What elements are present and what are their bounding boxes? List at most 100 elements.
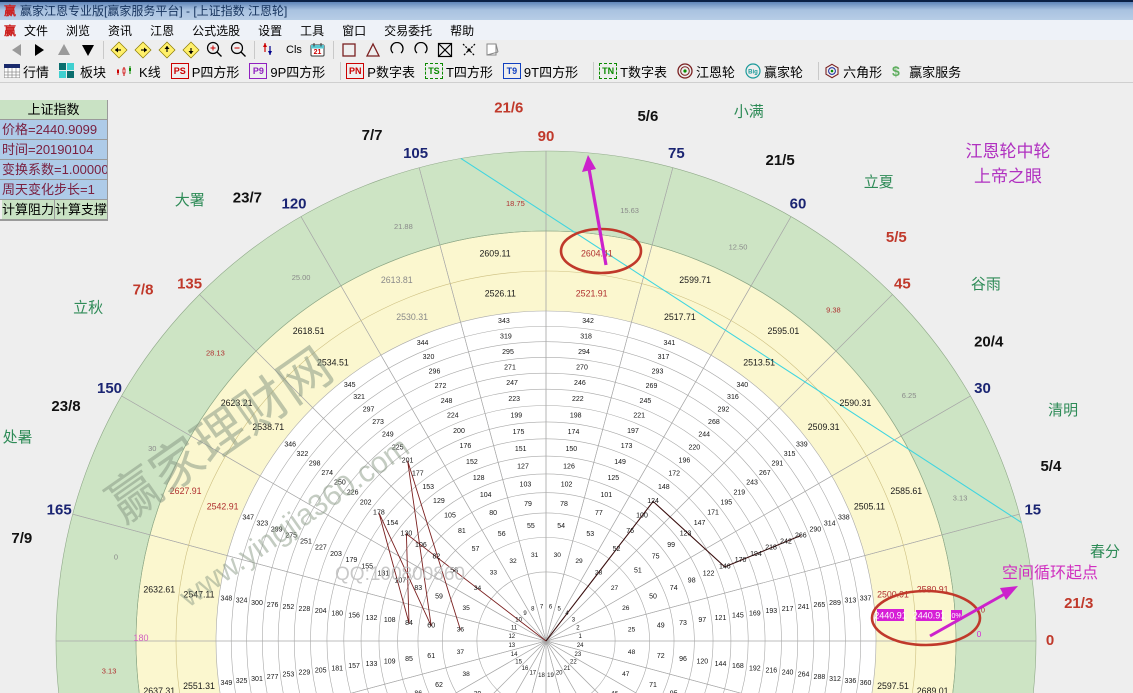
- svg-text:120: 120: [696, 658, 708, 665]
- svg-text:277: 277: [267, 674, 279, 681]
- svg-text:295: 295: [502, 349, 514, 356]
- svg-text:谷雨: 谷雨: [971, 276, 1001, 293]
- svg-text:248: 248: [441, 398, 453, 405]
- svg-text:81: 81: [458, 528, 466, 535]
- svg-text:345: 345: [344, 382, 356, 389]
- svg-text:35: 35: [463, 605, 471, 612]
- svg-text:273: 273: [372, 419, 384, 426]
- svg-text:21/6: 21/6: [494, 100, 523, 116]
- svg-text:清明: 清明: [1048, 402, 1078, 419]
- svg-text:2509.31: 2509.31: [808, 422, 840, 432]
- svg-text:193: 193: [765, 608, 777, 615]
- svg-text:21/3: 21/3: [1064, 595, 1093, 612]
- svg-text:61: 61: [427, 653, 435, 660]
- svg-text:346: 346: [284, 442, 296, 449]
- svg-text:6.25: 6.25: [902, 391, 917, 400]
- svg-text:56: 56: [498, 531, 506, 538]
- svg-text:18: 18: [538, 673, 545, 679]
- svg-text:48: 48: [628, 649, 636, 656]
- svg-text:222: 222: [572, 396, 584, 403]
- svg-text:289: 289: [829, 600, 841, 607]
- svg-text:97: 97: [698, 617, 706, 624]
- svg-text:34: 34: [474, 585, 482, 592]
- svg-text:293: 293: [652, 369, 664, 376]
- svg-text:150: 150: [565, 446, 577, 453]
- svg-text:12.50: 12.50: [729, 242, 748, 251]
- svg-text:324: 324: [236, 598, 248, 605]
- svg-text:96: 96: [679, 656, 687, 663]
- svg-text:125: 125: [607, 475, 619, 482]
- svg-text:228: 228: [299, 606, 311, 613]
- svg-text:7/8: 7/8: [133, 282, 154, 299]
- svg-text:243: 243: [746, 480, 758, 487]
- svg-text:23/8: 23/8: [51, 398, 80, 415]
- svg-text:129: 129: [433, 498, 445, 505]
- svg-text:338: 338: [838, 514, 850, 521]
- svg-text:168: 168: [732, 663, 744, 670]
- svg-text:173: 173: [621, 443, 633, 450]
- svg-text:2585.61: 2585.61: [890, 486, 922, 496]
- svg-text:180: 180: [331, 610, 343, 617]
- svg-text:15.63: 15.63: [620, 206, 639, 215]
- svg-text:156: 156: [348, 613, 360, 620]
- svg-text:199: 199: [510, 413, 522, 420]
- svg-text:31: 31: [531, 552, 539, 559]
- svg-text:78: 78: [560, 501, 568, 508]
- svg-text:2618.51: 2618.51: [293, 326, 325, 336]
- svg-text:322: 322: [297, 451, 309, 458]
- svg-text:266: 266: [795, 532, 807, 539]
- svg-text:2500.91: 2500.91: [877, 590, 909, 600]
- svg-text:196: 196: [679, 458, 691, 465]
- svg-text:22: 22: [570, 660, 577, 666]
- svg-text:144: 144: [715, 661, 727, 668]
- svg-text:339: 339: [796, 442, 808, 449]
- svg-text:26: 26: [622, 605, 630, 612]
- svg-text:128: 128: [473, 475, 485, 482]
- svg-text:0: 0: [1046, 632, 1054, 649]
- svg-text:19: 19: [547, 673, 554, 679]
- svg-text:104: 104: [480, 492, 492, 499]
- svg-text:223: 223: [508, 396, 520, 403]
- svg-text:106: 106: [415, 542, 427, 549]
- svg-text:224: 224: [447, 413, 459, 420]
- svg-text:2505.11: 2505.11: [854, 501, 885, 511]
- svg-text:99: 99: [667, 542, 675, 549]
- svg-text:79: 79: [524, 501, 532, 508]
- svg-text:52: 52: [613, 546, 621, 553]
- svg-text:33: 33: [490, 569, 498, 576]
- svg-text:276: 276: [267, 602, 279, 609]
- svg-text:297: 297: [363, 407, 375, 414]
- svg-text:103: 103: [520, 482, 532, 489]
- svg-text:51: 51: [634, 567, 642, 574]
- svg-text:340: 340: [736, 382, 748, 389]
- svg-text:5/5: 5/5: [886, 229, 907, 246]
- svg-text:203: 203: [330, 551, 342, 558]
- svg-text:60: 60: [427, 623, 435, 630]
- svg-text:341: 341: [664, 340, 676, 347]
- svg-text:265: 265: [814, 602, 826, 609]
- svg-text:立秋: 立秋: [73, 299, 103, 316]
- svg-text:296: 296: [429, 369, 441, 376]
- svg-text:47: 47: [622, 671, 630, 678]
- svg-text:109: 109: [384, 658, 396, 665]
- svg-text:300: 300: [251, 600, 263, 607]
- svg-text:120: 120: [281, 195, 306, 212]
- svg-text:2551.31: 2551.31: [183, 681, 215, 691]
- svg-text:2637.31: 2637.31: [143, 686, 175, 693]
- svg-text:2517.71: 2517.71: [664, 312, 696, 322]
- svg-text:247: 247: [506, 380, 518, 387]
- svg-text:102: 102: [561, 482, 573, 489]
- svg-text:100: 100: [636, 513, 648, 520]
- svg-text:312: 312: [829, 676, 841, 683]
- svg-text:245: 245: [640, 398, 652, 405]
- svg-text:处暑: 处暑: [3, 429, 33, 446]
- svg-text:17: 17: [529, 670, 536, 676]
- svg-text:20/4: 20/4: [974, 333, 1004, 350]
- svg-text:220: 220: [688, 445, 700, 452]
- svg-text:122: 122: [703, 571, 715, 578]
- svg-text:152: 152: [466, 459, 478, 466]
- svg-text:5/6: 5/6: [637, 108, 658, 125]
- svg-text:2604.41: 2604.41: [581, 249, 613, 259]
- svg-text:221: 221: [633, 413, 645, 420]
- svg-text:85: 85: [405, 656, 413, 663]
